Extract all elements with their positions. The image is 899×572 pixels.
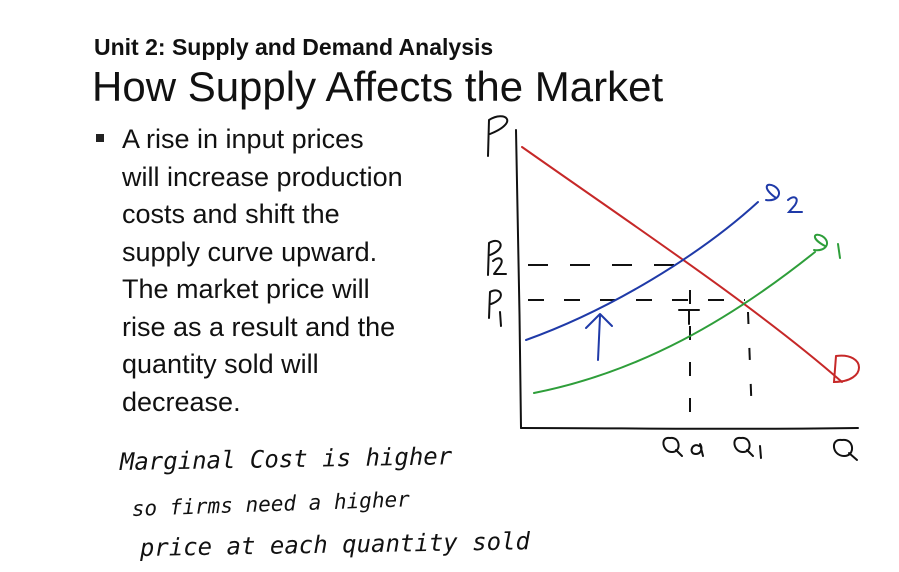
bullet-line: rise as a result and the bbox=[122, 311, 396, 342]
price-p2-label bbox=[487, 239, 507, 276]
t-marker bbox=[678, 309, 700, 325]
supply-curve-s1 bbox=[533, 251, 816, 394]
quantity-q1-label bbox=[733, 436, 762, 459]
handwritten-note: Marginal Cost is higher so firms need a … bbox=[119, 442, 531, 562]
bullet-line: A rise in input prices bbox=[122, 124, 364, 154]
bullet-line: quantity sold will bbox=[122, 349, 319, 379]
square-bullet-icon bbox=[96, 134, 104, 142]
bullet-text: A rise in input prices will increase pro… bbox=[122, 121, 403, 421]
note-line: price at each quantity sold bbox=[139, 527, 531, 562]
shift-up-arrow-icon bbox=[585, 313, 613, 361]
demand-label bbox=[832, 354, 860, 384]
note-line: so firms need a higher bbox=[131, 487, 410, 521]
bullet-line: will increase production bbox=[122, 161, 403, 192]
quantity-axis-label bbox=[833, 438, 858, 461]
quantity-q2-label bbox=[662, 436, 704, 457]
bullet-line: costs and shift the bbox=[122, 199, 340, 229]
supply-s2-label bbox=[765, 183, 803, 213]
bullet-line: supply curve upward. bbox=[122, 236, 378, 267]
note-line: Marginal Cost is higher bbox=[119, 442, 453, 476]
price-p1-label bbox=[488, 289, 502, 327]
unit-title: Unit 2: Supply and Demand Analysis bbox=[94, 34, 494, 60]
supply-s1-label bbox=[813, 233, 841, 259]
demand-curve bbox=[521, 146, 843, 383]
bullet-line: The market price will bbox=[122, 274, 370, 304]
slide-title: How Supply Affects the Market bbox=[92, 63, 664, 110]
quantity-axis bbox=[520, 427, 859, 430]
bullet-line: decrease. bbox=[122, 386, 241, 417]
supply-curve-s2 bbox=[525, 201, 759, 341]
q1-dashed-line bbox=[747, 311, 753, 419]
price-axis-label bbox=[487, 115, 509, 157]
price-axis bbox=[515, 129, 522, 429]
